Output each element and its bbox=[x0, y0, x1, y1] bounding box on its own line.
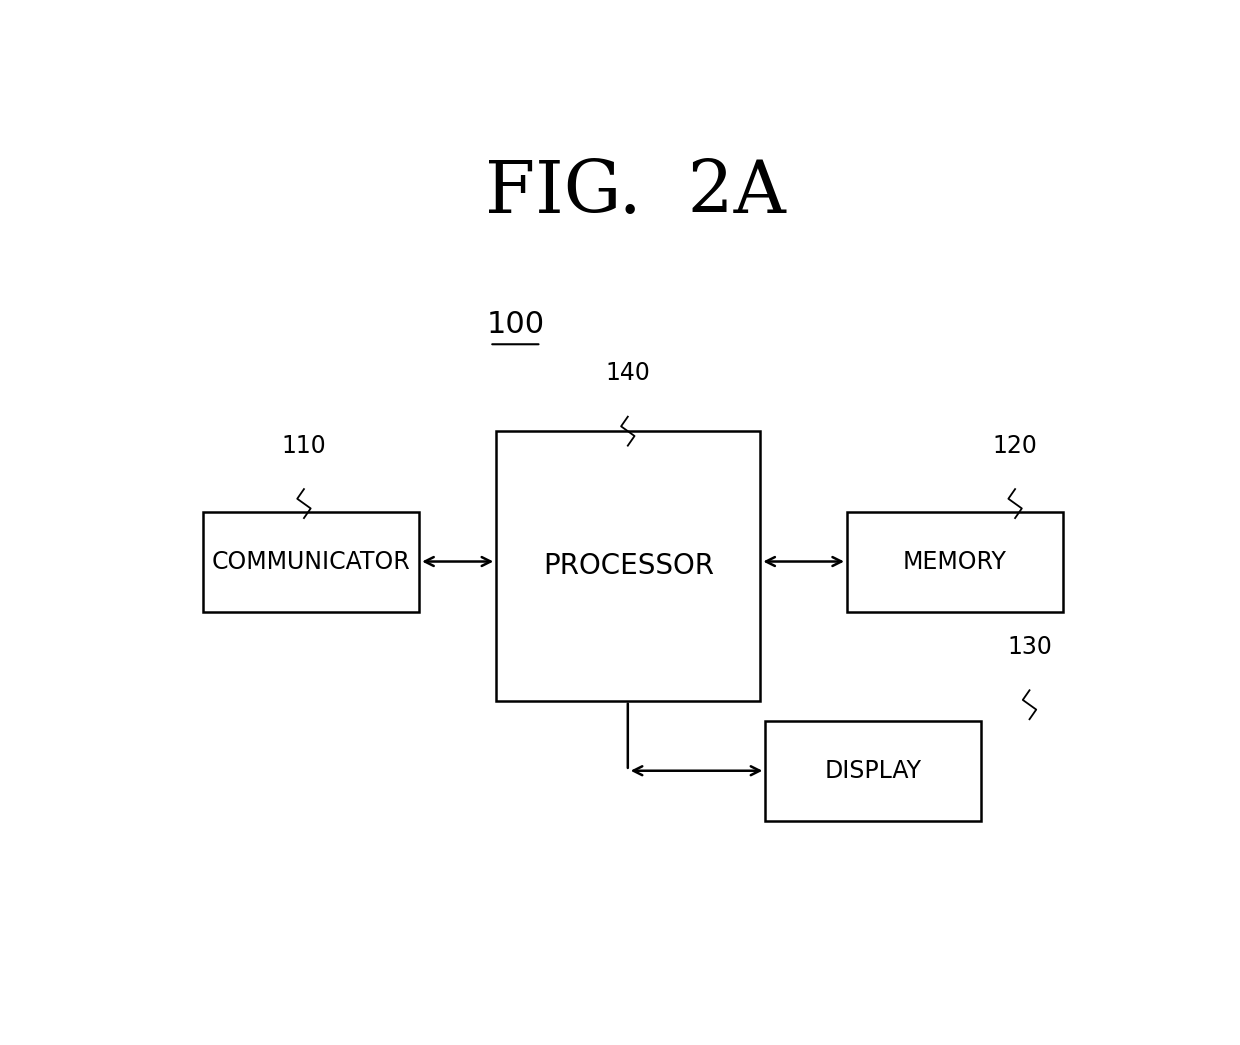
Text: 130: 130 bbox=[1007, 635, 1052, 659]
Text: 110: 110 bbox=[281, 434, 326, 458]
Text: FIG.  2A: FIG. 2A bbox=[485, 158, 786, 228]
Text: COMMUNICATOR: COMMUNICATOR bbox=[212, 550, 410, 574]
Text: MEMORY: MEMORY bbox=[903, 550, 1007, 574]
Text: 100: 100 bbox=[486, 309, 544, 339]
Text: 140: 140 bbox=[605, 362, 650, 386]
Text: PROCESSOR: PROCESSOR bbox=[543, 552, 714, 580]
FancyBboxPatch shape bbox=[765, 721, 982, 821]
FancyBboxPatch shape bbox=[203, 512, 419, 612]
FancyBboxPatch shape bbox=[496, 432, 760, 701]
Text: 120: 120 bbox=[993, 434, 1038, 458]
FancyBboxPatch shape bbox=[847, 512, 1063, 612]
Text: DISPLAY: DISPLAY bbox=[825, 759, 921, 783]
